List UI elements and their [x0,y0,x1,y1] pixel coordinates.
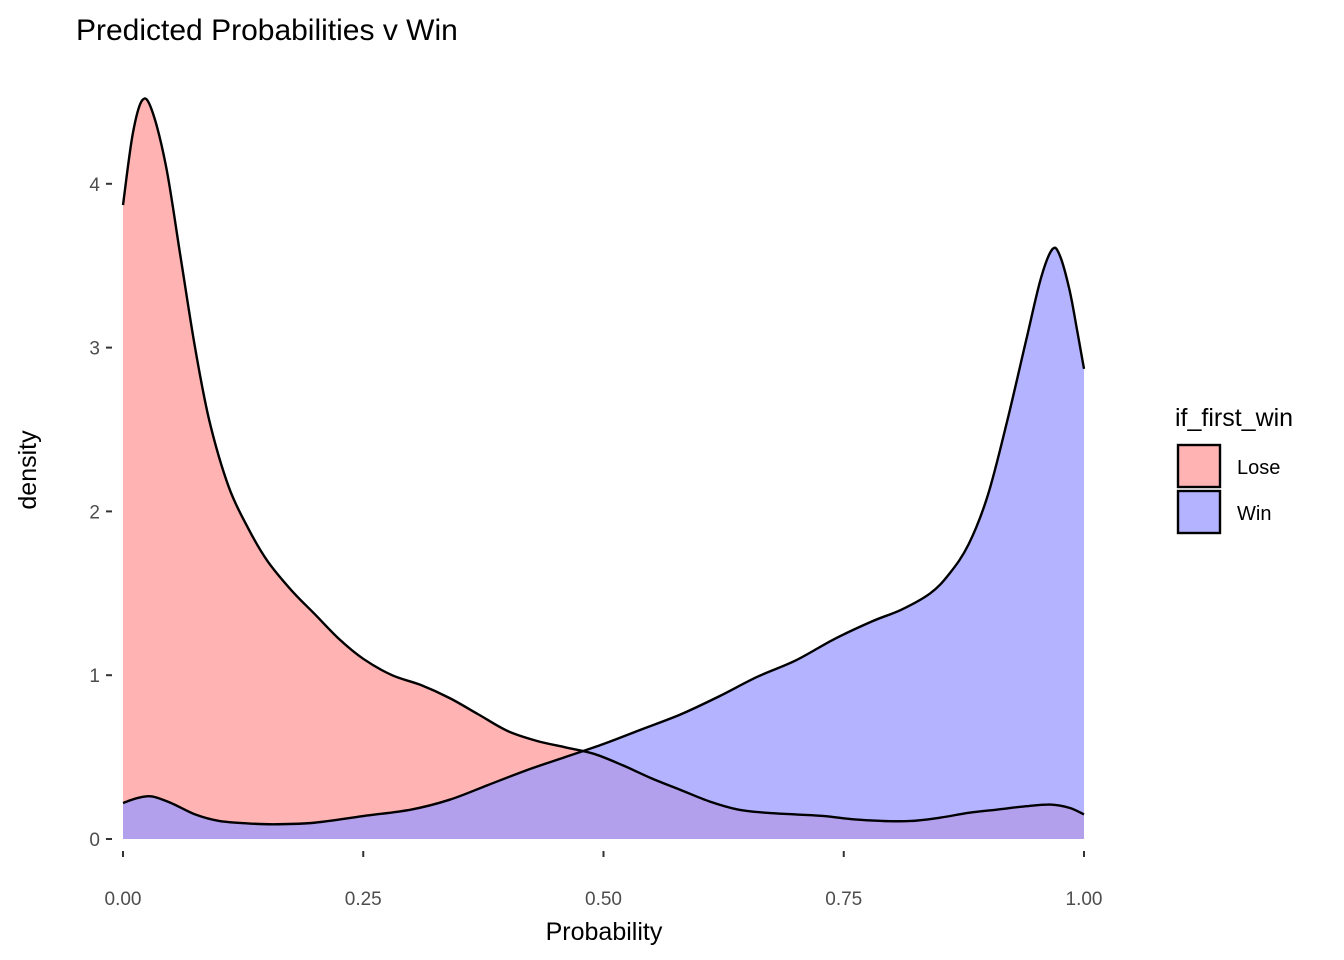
legend-title: if_first_win [1175,404,1293,432]
y-tick-label: 2 [89,502,100,523]
density-area-win [123,247,1084,840]
legend-swatch-lose [1176,443,1222,489]
x-tick-label: 0.00 [105,889,142,910]
x-axis: 0.00 0.25 0.50 0.75 1.00 [105,851,1103,910]
density-line-lose [121,97,1085,823]
y-tick-label: 4 [89,175,100,196]
density-areas [121,97,1086,840]
legend-swatch-win [1176,489,1222,535]
legend-label-win: Win [1237,503,1271,525]
y-axis: 0 1 2 3 4 [89,175,112,851]
x-tick-label: 0.25 [345,889,382,910]
x-tick-label: 0.75 [825,889,862,910]
y-tick-label: 3 [89,339,100,360]
x-tick-label: 0.50 [585,889,622,910]
legend-items: Lose Win [1176,443,1280,535]
legend: if_first_win Lose Win [1175,404,1293,535]
legend-label-lose: Lose [1237,457,1280,479]
plot-panel: 0 1 2 3 4 0.00 0.25 0.50 0.75 1.00 [89,97,1103,910]
y-tick-label: 0 [89,830,100,851]
x-tick-label: 1.00 [1066,889,1103,910]
density-area-lose [123,98,1084,839]
y-axis-title: density [14,430,42,510]
chart-title: Predicted Probabilities v Win [76,14,458,47]
x-axis-title: Probability [546,918,663,946]
density-line-win [122,246,1086,826]
y-tick-label: 1 [89,666,100,687]
